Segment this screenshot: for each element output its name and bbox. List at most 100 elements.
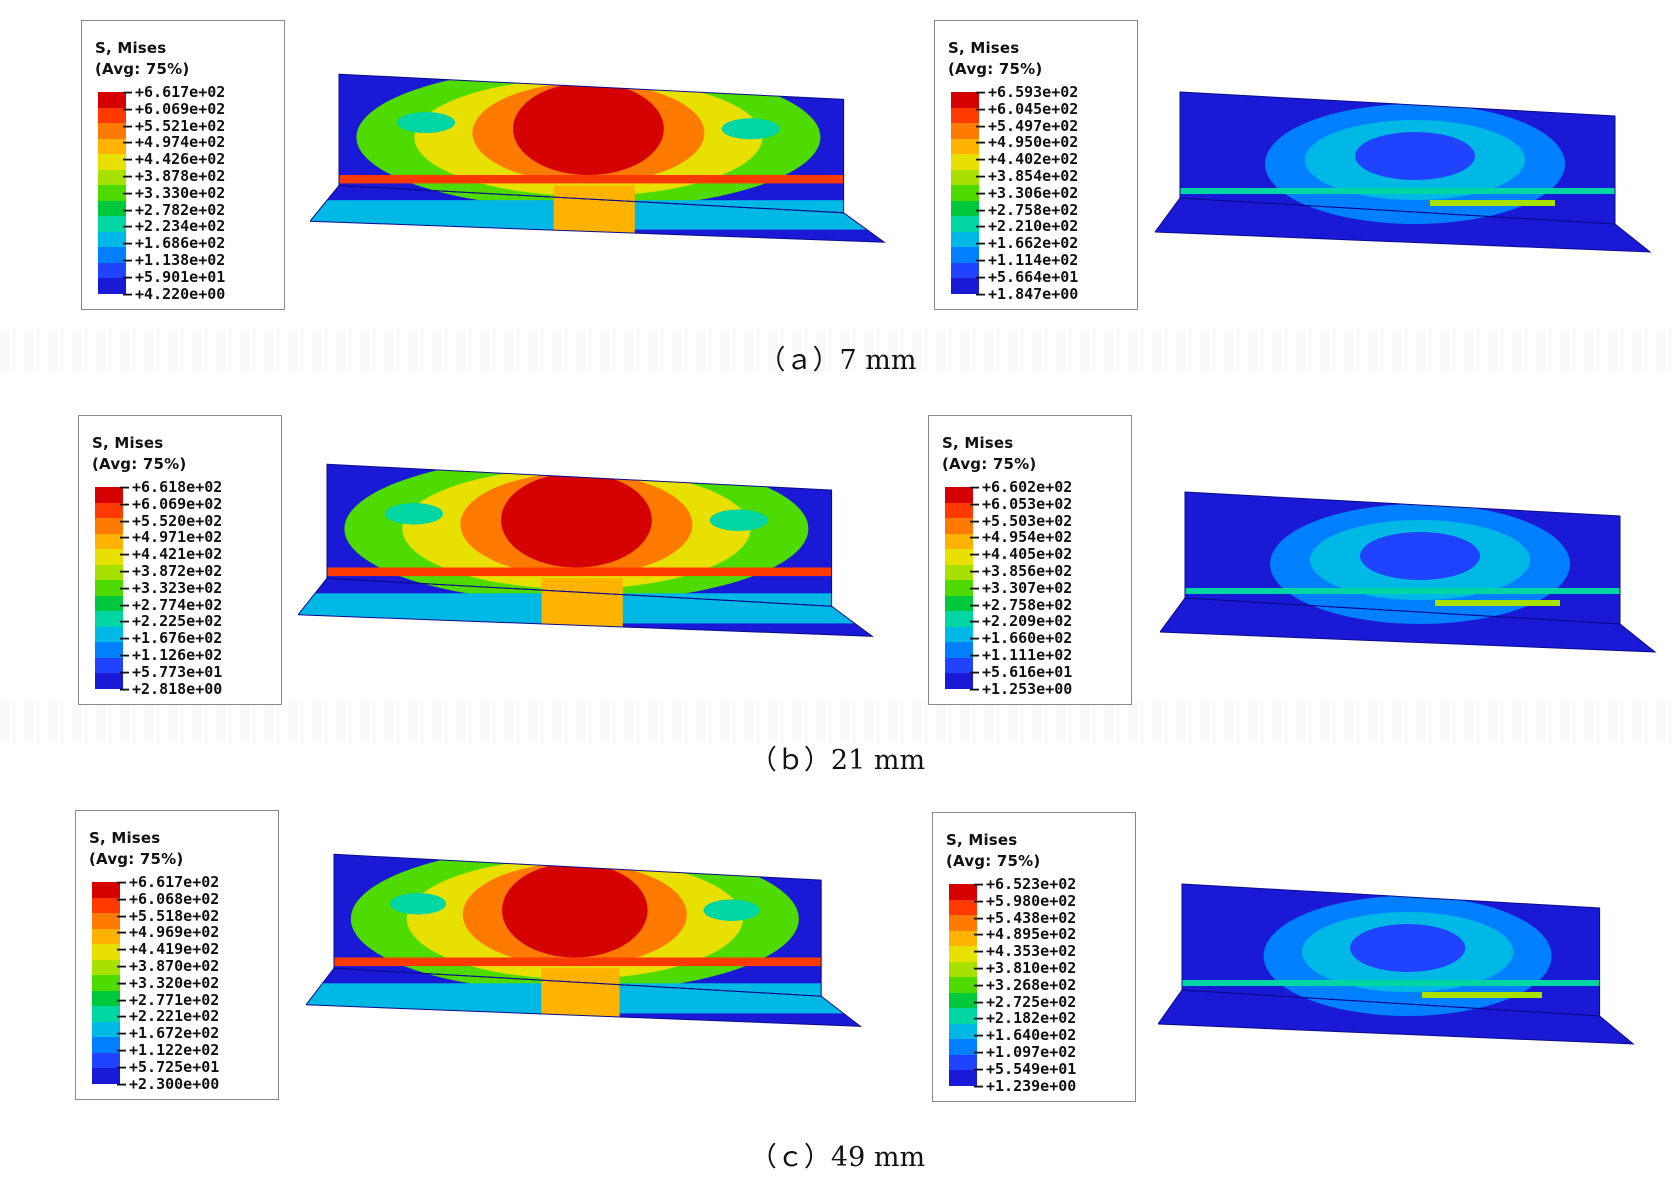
color-swatch (95, 580, 123, 596)
color-swatch (945, 611, 973, 627)
legend-value: +6.617e+02 (123, 84, 283, 101)
color-swatch (949, 930, 977, 947)
scan-artifact-band (0, 700, 1675, 742)
color-swatch (949, 946, 977, 962)
color-swatch (951, 278, 979, 294)
legend-value: +6.053e+02 (970, 495, 1130, 513)
color-swatch (95, 564, 123, 581)
color-swatch (945, 657, 973, 674)
legend-value: +6.045e+02 (976, 100, 1136, 118)
color-scale (95, 487, 123, 689)
legend-c-right: S, Mises (Avg: 75%) +6.523e+02+5.980e+02… (932, 812, 1136, 1102)
color-swatch (945, 642, 973, 658)
legend-value: +3.306e+02 (976, 184, 1136, 202)
color-swatch (92, 975, 120, 991)
legend-value: +3.330e+02 (123, 184, 283, 202)
legend-value: +2.771e+02 (117, 991, 277, 1009)
legend-title: S, Mises (942, 434, 1014, 452)
color-swatch (98, 216, 126, 232)
legend-values: +6.593e+02+6.045e+02+5.497e+02+4.950e+02… (976, 84, 1136, 302)
color-swatch (92, 944, 120, 960)
color-swatch (945, 502, 973, 519)
color-swatch (98, 138, 126, 155)
legend-value: +1.676e+02 (120, 630, 280, 647)
legend-value: +6.593e+02 (976, 84, 1136, 101)
legend-value: +2.300e+00 (117, 1075, 277, 1093)
color-swatch (95, 533, 123, 550)
legend-value: +3.810e+02 (974, 960, 1134, 977)
legend-value: +1.253e+00 (970, 680, 1130, 698)
color-swatch (92, 882, 120, 898)
stress-contour-model-a-left (310, 73, 886, 243)
legend-values: +6.618e+02+6.069e+02+5.520e+02+4.971e+02… (120, 479, 280, 697)
legend-value: +1.640e+02 (974, 1027, 1134, 1044)
color-swatch (95, 642, 123, 658)
caption-a: （ａ）7 mm (758, 345, 917, 376)
legend-value: +5.497e+02 (976, 117, 1136, 135)
color-swatch (945, 595, 973, 612)
caption-b: （ｂ）21 mm (749, 745, 926, 776)
legend-value: +1.126e+02 (120, 647, 280, 664)
legend-value: +4.353e+02 (974, 943, 1134, 960)
legend-value: +4.402e+02 (976, 151, 1136, 168)
color-swatch (951, 262, 979, 279)
legend-b-left: S, Mises (Avg: 75%) +6.618e+02+6.069e+02… (78, 415, 282, 705)
legend-value: +3.872e+02 (120, 563, 280, 580)
color-swatch (949, 1054, 977, 1071)
color-swatch (945, 533, 973, 550)
color-swatch (945, 549, 973, 565)
legend-value: +5.664e+01 (976, 268, 1136, 286)
legend-value: +2.209e+02 (970, 613, 1130, 630)
color-swatch (949, 977, 977, 993)
legend-value: +5.518e+02 (117, 907, 277, 925)
legend-value: +1.111e+02 (970, 647, 1130, 664)
color-swatch (945, 487, 973, 503)
color-scale (949, 884, 977, 1086)
color-swatch (98, 262, 126, 279)
color-swatch (98, 169, 126, 186)
legend-subtitle: (Avg: 75%) (89, 850, 184, 868)
legend-value: +1.672e+02 (117, 1025, 277, 1042)
legend-value: +3.856e+02 (970, 563, 1130, 580)
legend-title: S, Mises (89, 829, 161, 847)
color-swatch (98, 231, 126, 248)
legend-values: +6.617e+02+6.069e+02+5.521e+02+4.974e+02… (123, 84, 283, 302)
legend-value: +4.419e+02 (117, 941, 277, 958)
legend-subtitle: (Avg: 75%) (946, 852, 1041, 870)
legend-values: +6.523e+02+5.980e+02+5.438e+02+4.895e+02… (974, 876, 1134, 1094)
legend-value: +1.114e+02 (976, 252, 1136, 269)
color-scale (951, 92, 979, 294)
color-swatch (98, 247, 126, 263)
color-swatch (949, 992, 977, 1009)
color-swatch (951, 92, 979, 108)
color-swatch (951, 123, 979, 139)
color-swatch (951, 247, 979, 263)
color-swatch (92, 913, 120, 929)
legend-value: +1.847e+00 (976, 285, 1136, 303)
legend-value: +2.221e+02 (117, 1008, 277, 1025)
legend-value: +2.182e+02 (974, 1010, 1134, 1027)
legend-subtitle: (Avg: 75%) (92, 455, 187, 473)
color-swatch (951, 169, 979, 186)
color-swatch (95, 611, 123, 627)
color-swatch (949, 1023, 977, 1040)
color-swatch (92, 1037, 120, 1053)
color-swatch (95, 657, 123, 674)
legend-value: +5.438e+02 (974, 909, 1134, 927)
legend-value: +4.969e+02 (117, 924, 277, 941)
legend-value: +6.069e+02 (120, 495, 280, 513)
color-swatch (98, 123, 126, 139)
legend-value: +2.774e+02 (120, 596, 280, 614)
color-swatch (98, 200, 126, 217)
legend-value: +5.616e+01 (970, 663, 1130, 681)
scan-artifact-band (0, 330, 1675, 372)
legend-title: S, Mises (948, 39, 1020, 57)
legend-value: +6.068e+02 (117, 890, 277, 908)
legend-value: +4.220e+00 (123, 285, 283, 303)
color-swatch (951, 231, 979, 248)
legend-value: +1.686e+02 (123, 235, 283, 252)
legend-value: +2.758e+02 (970, 596, 1130, 614)
legend-value: +1.239e+00 (974, 1077, 1134, 1095)
legend-value: +1.138e+02 (123, 252, 283, 269)
legend-value: +3.854e+02 (976, 168, 1136, 185)
